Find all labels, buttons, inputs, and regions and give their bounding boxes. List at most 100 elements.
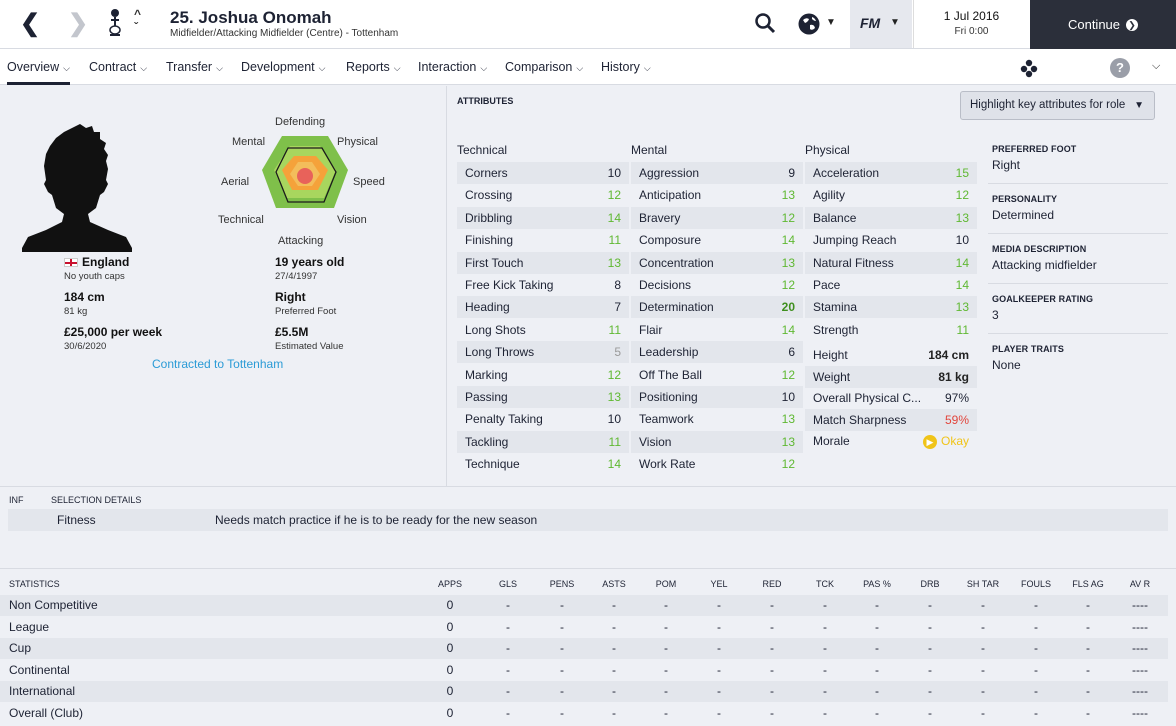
attribute-row-long-throws[interactable]: Long Throws 5 (457, 341, 629, 364)
attribute-row-free-kick-taking[interactable]: Free Kick Taking 8 (457, 274, 629, 296)
stat-col-av-r[interactable]: AV R (1129, 579, 1151, 589)
attribute-row-pace[interactable]: Pace 14 (805, 274, 977, 296)
stat-cell: - (770, 598, 774, 612)
attribute-value: 20 (781, 300, 795, 315)
stat-col-statistics[interactable]: STATISTICS (9, 579, 60, 589)
attribute-row-concentration[interactable]: Concentration 13 (631, 251, 803, 274)
attribute-row-passing[interactable]: Passing 13 (457, 386, 629, 408)
attribute-row-off-the-ball[interactable]: Off The Ball 12 (631, 364, 803, 386)
attribute-row-acceleration[interactable]: Acceleration 15 (805, 162, 977, 184)
stat-cell: - (1034, 598, 1038, 612)
attribute-value: 11 (608, 434, 621, 449)
attribute-row-heading[interactable]: Heading 7 (457, 296, 629, 319)
attribute-name: Dribbling (465, 210, 513, 225)
stat-cell: - (770, 662, 774, 677)
stat-row-cup[interactable]: Cup 0- - - - - - - - - - - - ---- (0, 638, 1168, 659)
stat-col-pens[interactable]: PENS (549, 579, 575, 589)
attribute-row-work-rate[interactable]: Work Rate 12 (631, 453, 803, 475)
attribute-row-composure[interactable]: Composure 14 (631, 229, 803, 251)
stat-cell: - (770, 705, 774, 720)
stat-col-sh-tar[interactable]: SH TAR (966, 579, 1000, 589)
attribute-row-teamwork[interactable]: Teamwork 13 (631, 408, 803, 430)
attribute-row-dribbling[interactable]: Dribbling 14 (457, 206, 629, 229)
continue-button[interactable]: Continue ❯ (1030, 0, 1176, 49)
attribute-row-marking[interactable]: Marking 12 (457, 364, 629, 386)
stat-col-pas[interactable]: PAS % (863, 579, 891, 589)
attribute-row-positioning[interactable]: Positioning 10 (631, 386, 803, 408)
fm-menu-button[interactable]: FM ▼ (850, 0, 912, 48)
hierarchy-icon[interactable] (1019, 58, 1039, 78)
stat-cell: - (928, 662, 932, 677)
attribute-value: 12 (781, 278, 795, 292)
tab-reports[interactable]: Reports ⌵ (346, 49, 401, 85)
chevron-down-icon[interactable]: ⌵ (1152, 60, 1161, 72)
attribute-row-finishing[interactable]: Finishing 11 (457, 229, 629, 251)
attribute-row-jumping-reach[interactable]: Jumping Reach 10 (805, 229, 977, 251)
stat-row-non-competitive[interactable]: Non Competitive 0- - - - - - - - - - - - ---- (0, 595, 1168, 616)
tab-development[interactable]: Development ⌵ (241, 49, 325, 85)
attribute-row-decisions[interactable]: Decisions 12 (631, 274, 803, 296)
contracted-link[interactable]: Contracted to Tottenham (152, 357, 284, 371)
stat-cell: - (612, 705, 616, 720)
highlight-role-dropdown[interactable]: Highlight key attributes for role ▼ (960, 91, 1155, 120)
attribute-name: Passing (465, 390, 508, 404)
attribute-row-strength[interactable]: Strength 11 (805, 319, 977, 341)
help-icon[interactable]: ? (1110, 58, 1130, 78)
attribute-row-bravery[interactable]: Bravery 12 (631, 206, 803, 229)
attribute-row-tackling[interactable]: Tackling 11 (457, 430, 629, 453)
attribute-row-aggression[interactable]: Aggression 9 (631, 162, 803, 184)
attribute-row-flair[interactable]: Flair 14 (631, 319, 803, 341)
stat-col-red[interactable]: RED (762, 579, 782, 589)
stat-col-apps[interactable]: APPS (437, 579, 462, 589)
attribute-row-crossing[interactable]: Crossing 12 (457, 184, 629, 206)
globe-icon[interactable] (797, 12, 821, 36)
stat-col-pom[interactable]: POM (655, 579, 677, 589)
stat-cell: - (664, 598, 668, 612)
tab-interaction[interactable]: Interaction ⌵ (418, 49, 487, 85)
tab-contract[interactable]: Contract ⌵ (89, 49, 147, 85)
chevron-down-icon[interactable]: ▼ (826, 17, 836, 28)
stat-cell: - (981, 598, 985, 612)
attribute-row-first-touch[interactable]: First Touch 13 (457, 251, 629, 274)
player-cycle-icon[interactable]: ^ ˇ (134, 7, 142, 34)
forward-arrow-icon[interactable]: ❯ (68, 10, 89, 37)
stat-col-gls[interactable]: GLS (498, 579, 517, 589)
attribute-row-determination[interactable]: Determination 20 (631, 296, 803, 319)
stat-row-league[interactable]: League 0- - - - - - - - - - - - ---- (0, 617, 1168, 638)
back-arrow-icon[interactable]: ❮ (20, 10, 41, 37)
attribute-row-long-shots[interactable]: Long Shots 11 (457, 319, 629, 341)
tab-overview[interactable]: Overview ⌵ (7, 49, 70, 85)
stat-row-continental[interactable]: Continental 0- - - - - - - - - - - - ---- (0, 660, 1168, 681)
attribute-row-balance[interactable]: Balance 13 (805, 206, 977, 229)
attribute-row-anticipation[interactable]: Anticipation 13 (631, 184, 803, 206)
attribute-row-vision[interactable]: Vision 13 (631, 430, 803, 453)
attribute-row-stamina[interactable]: Stamina 13 (805, 296, 977, 319)
stat-col-drb[interactable]: DRB (920, 579, 940, 589)
attribute-row-leadership[interactable]: Leadership 6 (631, 341, 803, 364)
attribute-name: Work Rate (639, 457, 696, 472)
search-icon[interactable] (754, 12, 776, 34)
attribute-row-natural-fitness[interactable]: Natural Fitness 14 (805, 251, 977, 274)
stat-col-fls-ag[interactable]: FLS AG (1072, 579, 1104, 589)
stat-col-tck[interactable]: TCK (816, 579, 834, 589)
stat-col-yel[interactable]: YEL (710, 579, 728, 589)
attribute-row-corners[interactable]: Corners 10 (457, 162, 629, 184)
tab-comparison[interactable]: Comparison ⌵ (505, 49, 583, 85)
stat-col-asts[interactable]: ASTS (602, 579, 626, 589)
attribute-value: 12 (781, 367, 795, 382)
tab-transfer[interactable]: Transfer ⌵ (166, 49, 223, 85)
attribute-name: Free Kick Taking (465, 278, 554, 292)
stat-row-overall-club[interactable]: Overall (Club) 0- - - - - - - - - - - - ---- (0, 703, 1168, 724)
stat-cell: - (928, 598, 932, 612)
attribute-row-technique[interactable]: Technique 14 (457, 453, 629, 475)
tab-history[interactable]: History ⌵ (601, 49, 651, 85)
stat-col-fouls[interactable]: FOULS (1020, 579, 1051, 589)
stat-cell: - (560, 598, 564, 612)
attribute-row-agility[interactable]: Agility 12 (805, 184, 977, 206)
stat-cell: - (981, 662, 985, 677)
attribute-row-penalty-taking[interactable]: Penalty Taking 10 (457, 408, 629, 430)
attributes-heading: ATTRIBUTES (457, 96, 514, 106)
stat-row-international[interactable]: International 0- - - - - - - - - - - - ---- (0, 681, 1168, 702)
attribute-value: 12 (781, 457, 795, 472)
radar-label-aerial: Aerial (221, 176, 250, 188)
